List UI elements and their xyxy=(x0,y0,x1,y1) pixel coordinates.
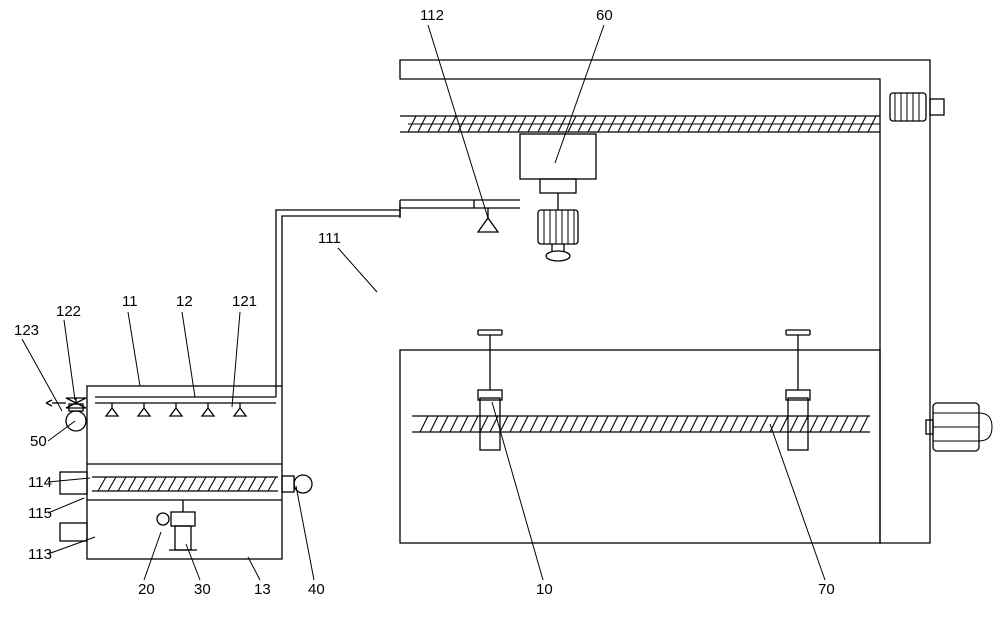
label-20: 20 xyxy=(138,581,155,598)
leader-60 xyxy=(555,25,604,163)
label-111: 111 xyxy=(318,230,341,247)
lower-rail-70 xyxy=(412,350,870,450)
leader-122 xyxy=(64,320,75,400)
leader-70 xyxy=(770,424,825,580)
label-113: 113 xyxy=(28,546,52,563)
nozzles-121 xyxy=(106,403,246,416)
pump-50 xyxy=(46,398,87,431)
leader-113 xyxy=(48,537,95,554)
label-30: 30 xyxy=(194,581,211,598)
label-40: 40 xyxy=(308,581,325,598)
leader-50 xyxy=(48,421,75,441)
label-112: 112 xyxy=(420,7,444,24)
leader-20 xyxy=(144,532,161,580)
label-115: 115 xyxy=(28,505,52,522)
label-13: 13 xyxy=(254,581,271,598)
top-right-gear xyxy=(890,93,944,121)
main-machine xyxy=(400,60,992,543)
label-50: 50 xyxy=(30,433,47,450)
label-12: 12 xyxy=(176,293,193,310)
leader-114 xyxy=(48,478,90,482)
aux-unit xyxy=(46,386,312,559)
leader-40 xyxy=(296,486,314,580)
leader-12 xyxy=(182,312,195,397)
leader-112 xyxy=(428,25,488,218)
leader-10 xyxy=(492,402,543,580)
leader-123 xyxy=(22,339,62,411)
clamp-right xyxy=(786,330,810,350)
manifold-12 xyxy=(95,386,276,403)
leader-115 xyxy=(48,498,84,513)
label-70: 70 xyxy=(818,581,835,598)
leader-11 xyxy=(128,312,140,386)
label-114: 114 xyxy=(28,474,52,491)
nozzle-112 xyxy=(474,200,520,232)
label-122: 122 xyxy=(56,303,81,320)
top-rail-screw xyxy=(408,116,880,132)
leader-13 xyxy=(248,557,260,580)
carriage-60 xyxy=(520,134,596,261)
clamp-left xyxy=(478,330,502,350)
label-123: 123 xyxy=(14,322,39,339)
leader-111 xyxy=(338,248,377,292)
label-10: 10 xyxy=(536,581,553,598)
leader-121 xyxy=(232,312,240,407)
screw-114 xyxy=(92,475,312,493)
label-60: 60 xyxy=(596,7,613,24)
label-11: 11 xyxy=(122,293,138,310)
callouts: 112 60 111 123 122 11 12 121 50 114 115 113 20 30 13 40… xyxy=(14,7,835,598)
valve-20-30 xyxy=(157,500,197,550)
label-121: 121 xyxy=(232,293,257,310)
right-motor xyxy=(926,403,992,451)
pipe-111 xyxy=(276,200,474,386)
